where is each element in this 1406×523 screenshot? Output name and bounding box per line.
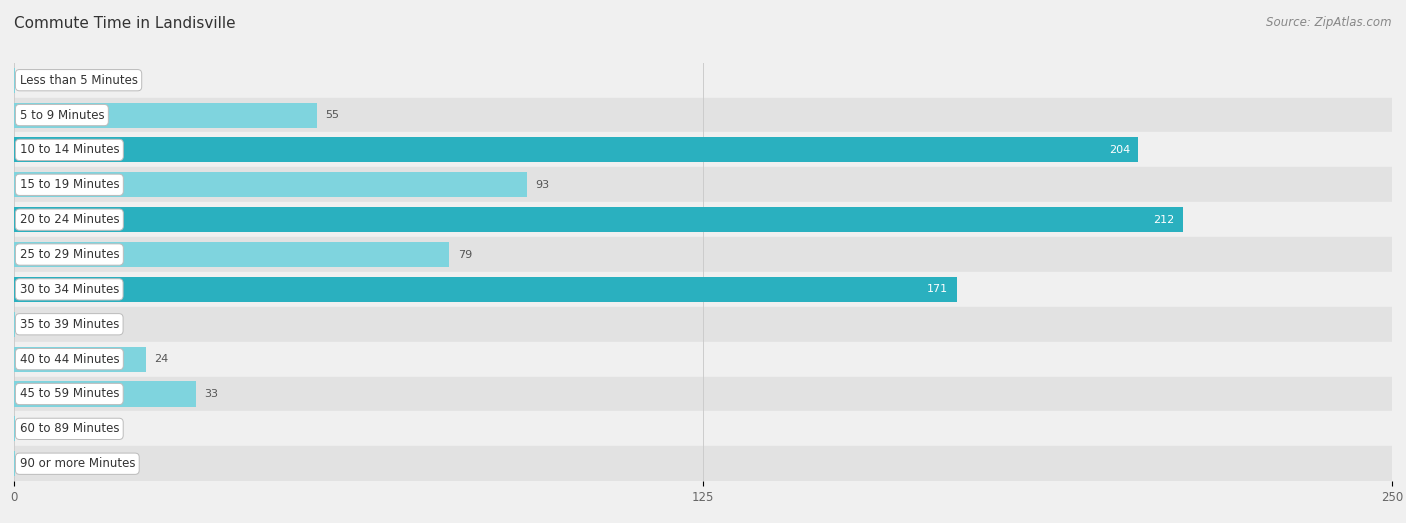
Bar (14, 98, 1392, 132)
Text: 35 to 39 Minutes: 35 to 39 Minutes (20, 318, 120, 331)
Text: 204: 204 (1109, 145, 1130, 155)
Text: 10 to 14 Minutes: 10 to 14 Minutes (20, 143, 120, 156)
Text: 0: 0 (22, 459, 30, 469)
Bar (14, 446, 1392, 481)
Bar (14, 132, 1392, 167)
Text: 40 to 44 Minutes: 40 to 44 Minutes (20, 353, 120, 366)
Text: 20 to 24 Minutes: 20 to 24 Minutes (20, 213, 120, 226)
Text: 45 to 59 Minutes: 45 to 59 Minutes (20, 388, 120, 401)
Text: 212: 212 (1153, 214, 1174, 225)
Bar (14, 277, 956, 302)
Text: 79: 79 (458, 249, 472, 259)
Text: 90 or more Minutes: 90 or more Minutes (20, 457, 135, 470)
Text: 55: 55 (325, 110, 339, 120)
Text: Commute Time in Landisville: Commute Time in Landisville (14, 16, 236, 31)
Bar (14, 167, 1392, 202)
Bar (14, 412, 1392, 446)
Text: 30 to 34 Minutes: 30 to 34 Minutes (20, 283, 120, 296)
Text: 0: 0 (22, 424, 30, 434)
Bar (14, 347, 146, 372)
Bar (14, 63, 1392, 98)
Text: 60 to 89 Minutes: 60 to 89 Minutes (20, 423, 120, 435)
Text: 5 to 9 Minutes: 5 to 9 Minutes (20, 109, 104, 121)
Text: 15 to 19 Minutes: 15 to 19 Minutes (20, 178, 120, 191)
Bar (14, 172, 527, 197)
Bar (14, 207, 1182, 232)
Text: 24: 24 (155, 354, 169, 364)
Bar (14, 237, 1392, 272)
Text: 0: 0 (22, 319, 30, 329)
Bar (14, 202, 1392, 237)
Bar (14, 138, 1139, 163)
Bar (14, 342, 1392, 377)
Text: 171: 171 (927, 285, 948, 294)
Text: 33: 33 (204, 389, 218, 399)
Bar (14, 381, 195, 406)
Bar (14, 307, 1392, 342)
Text: 25 to 29 Minutes: 25 to 29 Minutes (20, 248, 120, 261)
Text: 0: 0 (22, 75, 30, 85)
Text: Source: ZipAtlas.com: Source: ZipAtlas.com (1267, 16, 1392, 29)
Text: Less than 5 Minutes: Less than 5 Minutes (20, 74, 138, 87)
Bar (14, 377, 1392, 412)
Bar (14, 242, 450, 267)
Bar (14, 272, 1392, 307)
Text: 93: 93 (534, 180, 548, 190)
Bar (14, 103, 318, 128)
